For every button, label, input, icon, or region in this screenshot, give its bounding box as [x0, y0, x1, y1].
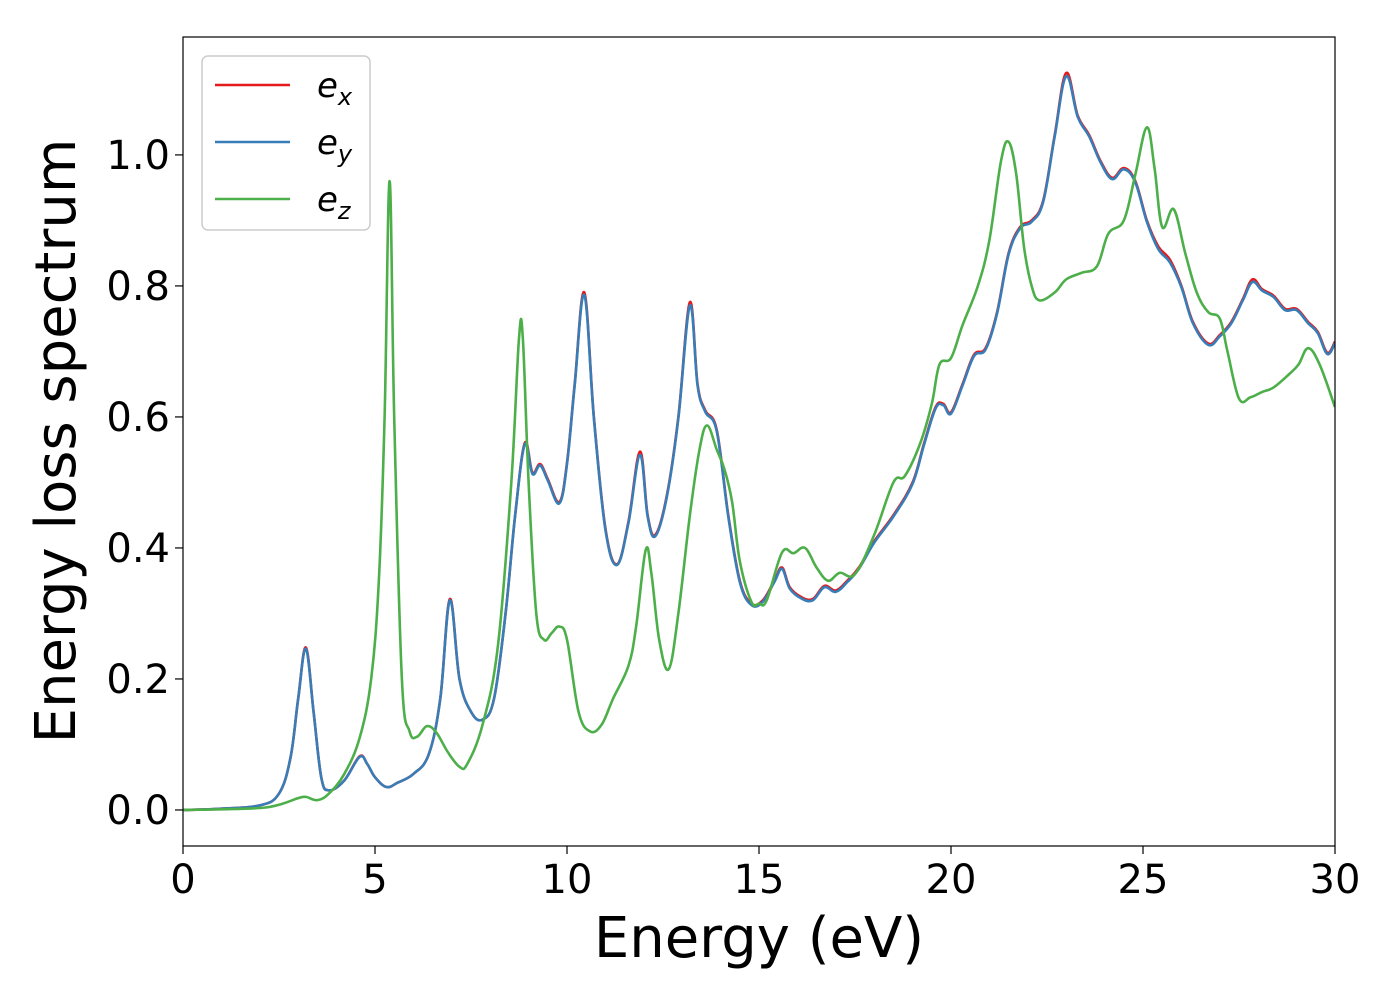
- y-tick-label: 0.2: [106, 657, 170, 703]
- legend-label-e-x: ex: [317, 66, 353, 111]
- x-tick-label: 0: [170, 857, 195, 903]
- y-axis: 0.0 0.2 0.4 0.6 0.8 1.0: [106, 133, 183, 834]
- x-tick-label: 10: [542, 857, 593, 903]
- x-tick-label: 30: [1310, 857, 1361, 903]
- x-tick-label: 20: [926, 857, 977, 903]
- series-layer: [183, 71, 1335, 812]
- legend-label-e-y: ey: [317, 123, 353, 168]
- x-tick-label: 5: [362, 857, 387, 903]
- y-tick-label: 0.6: [106, 395, 170, 441]
- series-line-e-z: [183, 126, 1335, 812]
- y-axis-title: Energy loss spectrum: [24, 139, 89, 744]
- y-tick-label: 0.8: [106, 264, 170, 310]
- x-axis-title: Energy (eV): [594, 906, 924, 971]
- y-tick-label: 0.0: [106, 788, 170, 834]
- legend-label-e-z: ez: [317, 180, 352, 225]
- y-tick-label: 1.0: [106, 133, 170, 179]
- x-tick-label: 25: [1118, 857, 1169, 903]
- x-axis: 0 5 10 15 20 25 30: [170, 846, 1360, 903]
- series-line-e-y: [183, 74, 1335, 812]
- legend: ex ey ez: [201, 55, 371, 231]
- x-tick-label: 15: [734, 857, 785, 903]
- y-tick-label: 0.4: [106, 526, 170, 572]
